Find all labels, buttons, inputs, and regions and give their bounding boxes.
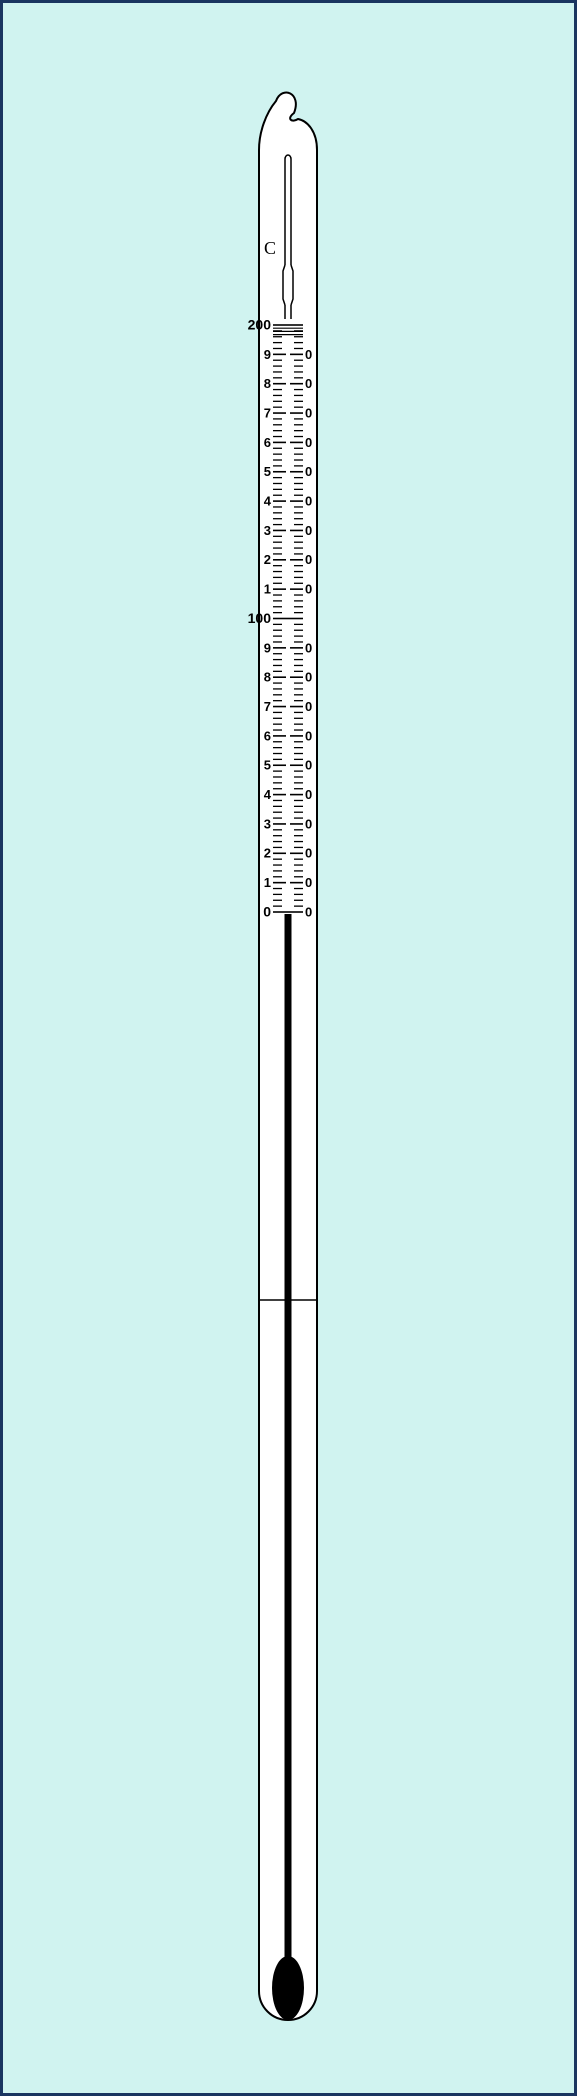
thermometer-diagram: 200 100 0 1 0 2 0 3 0 4 0 5 0 6 0 7 0 8 0 9 0 1 0 2 0 3 0 4 0 5 0 6 0 7 0 8…: [0, 0, 577, 2096]
tick-label-left-70: 7: [264, 699, 271, 714]
tick-label-right-80: 0: [305, 670, 312, 685]
tick-label-right-180: 0: [305, 376, 312, 391]
tick-label-left-90: 9: [264, 640, 271, 655]
tick-label-left-40: 4: [264, 787, 272, 802]
tick-label-left-60: 6: [264, 728, 271, 743]
tick-label-right-140: 0: [305, 494, 312, 509]
major-label-0: 0: [263, 904, 271, 920]
mercury-bulb: [272, 1956, 304, 2020]
tick-label-right-90: 0: [305, 640, 312, 655]
tick-label-left-190: 9: [264, 347, 271, 362]
tick-label-left-130: 3: [264, 523, 271, 538]
tick-label-right-120: 0: [305, 552, 312, 567]
tick-label-right-20: 0: [305, 846, 312, 861]
tick-label-right-50: 0: [305, 758, 312, 773]
major-label-200: 200: [248, 317, 272, 333]
tick-label-left-120: 2: [264, 552, 271, 567]
tick-label-right-10: 0: [305, 875, 312, 890]
tick-label-right-190: 0: [305, 347, 312, 362]
tick-label-right-30: 0: [305, 816, 312, 831]
tick-label-left-140: 4: [264, 494, 272, 509]
major-label-100: 100: [248, 610, 272, 626]
tick-label-left-80: 8: [264, 670, 271, 685]
tick-label-left-50: 5: [264, 758, 271, 773]
thermometer-svg: 200 100 0 1 0 2 0 3 0 4 0 5 0 6 0 7 0 8 0 9 0 1 0 2 0 3 0 4 0 5 0 6 0 7 0 8…: [0, 0, 577, 2096]
tick-label-right-150: 0: [305, 464, 312, 479]
tick-label-right-130: 0: [305, 523, 312, 538]
tick-label-left-30: 3: [264, 816, 271, 831]
tick-label-right-60: 0: [305, 728, 312, 743]
tick-label-right-110: 0: [305, 582, 312, 597]
tick-label-right-160: 0: [305, 435, 312, 450]
tick-label-right-0: 0: [305, 904, 312, 919]
tick-label-left-160: 6: [264, 435, 271, 450]
tick-label-right-170: 0: [305, 405, 312, 420]
mercury-column: [285, 914, 292, 2000]
tick-label-left-20: 2: [264, 846, 271, 861]
tick-label-left-180: 8: [264, 376, 271, 391]
tick-label-left-150: 5: [264, 464, 271, 479]
tick-label-left-10: 1: [264, 875, 271, 890]
tick-label-right-70: 0: [305, 699, 312, 714]
tick-label-left-110: 1: [264, 582, 271, 597]
tick-label-left-170: 7: [264, 405, 271, 420]
tick-label-right-40: 0: [305, 787, 312, 802]
unit-label: C: [264, 238, 276, 258]
